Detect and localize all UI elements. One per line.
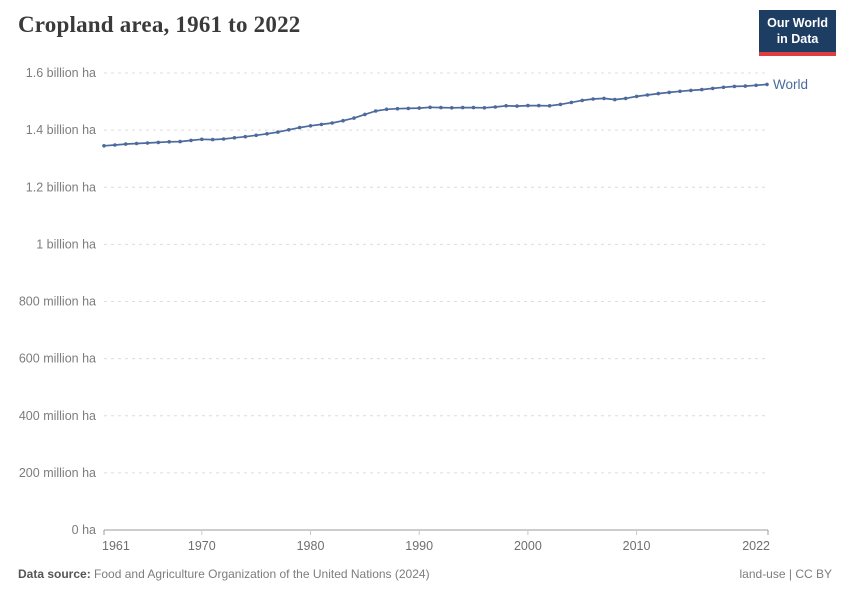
- series-line-world[interactable]: [103, 83, 768, 147]
- y-tick-label: 0 ha: [72, 523, 96, 537]
- data-point[interactable]: [710, 86, 715, 91]
- data-point[interactable]: [276, 130, 280, 134]
- data-point[interactable]: [406, 106, 411, 111]
- data-point[interactable]: [102, 144, 106, 148]
- data-point[interactable]: [297, 125, 302, 130]
- data-point[interactable]: [330, 121, 335, 125]
- data-source: Data source: Food and Agriculture Organi…: [18, 567, 430, 581]
- data-point[interactable]: [591, 97, 595, 101]
- data-point[interactable]: [363, 112, 367, 117]
- data-source-text: Food and Agriculture Organization of the…: [94, 567, 430, 581]
- x-tick-label: 1961: [102, 539, 130, 553]
- data-point[interactable]: [602, 96, 606, 101]
- data-point[interactable]: [678, 89, 682, 94]
- data-point[interactable]: [721, 85, 726, 90]
- y-tick-label: 600 million ha: [19, 352, 96, 366]
- data-point[interactable]: [645, 93, 650, 97]
- data-point[interactable]: [232, 136, 237, 140]
- data-point[interactable]: [287, 128, 291, 132]
- license-note-text[interactable]: land-use | CC BY: [739, 567, 833, 581]
- data-point[interactable]: [145, 141, 150, 145]
- data-point[interactable]: [167, 140, 171, 144]
- data-point[interactable]: [547, 104, 552, 108]
- data-point[interactable]: [700, 87, 704, 92]
- license-note: land-use | CC BY: [740, 567, 833, 581]
- y-tick-label: 400 million ha: [19, 409, 96, 423]
- y-tick-label: 200 million ha: [19, 466, 96, 480]
- data-point[interactable]: [493, 105, 498, 109]
- data-point[interactable]: [178, 139, 182, 144]
- chart-title: Cropland area, 1961 to 2022: [18, 12, 301, 37]
- data-point[interactable]: [689, 88, 693, 93]
- data-point[interactable]: [341, 118, 345, 123]
- y-tick-label: 1.2 billion ha: [26, 180, 96, 194]
- data-point[interactable]: [395, 106, 400, 111]
- data-point[interactable]: [417, 106, 422, 110]
- data-point[interactable]: [254, 133, 258, 138]
- data-point[interactable]: [471, 105, 476, 110]
- data-point[interactable]: [156, 140, 161, 145]
- data-point[interactable]: [308, 124, 313, 128]
- x-tick-label: 2000: [514, 539, 542, 553]
- data-point[interactable]: [243, 134, 248, 139]
- data-point[interactable]: [634, 94, 639, 99]
- data-point[interactable]: [265, 132, 269, 136]
- data-point[interactable]: [667, 90, 671, 95]
- data-point[interactable]: [428, 105, 432, 110]
- data-point[interactable]: [537, 103, 541, 108]
- y-tick-label: 1.4 billion ha: [26, 123, 96, 137]
- data-point[interactable]: [482, 106, 487, 110]
- x-tick-label: 1980: [297, 539, 325, 553]
- x-tick-label: 2022: [742, 539, 770, 553]
- x-tick-label: 2010: [623, 539, 651, 553]
- data-point[interactable]: [580, 98, 584, 103]
- data-point[interactable]: [373, 109, 378, 113]
- line-chart[interactable]: 0 ha 200 million ha 400 million ha 600 mill…: [0, 60, 850, 560]
- data-point[interactable]: [450, 106, 454, 110]
- y-tick-label: 1 billion ha: [36, 237, 96, 251]
- owid-logo-line1: Our World: [767, 16, 828, 30]
- data-point[interactable]: [200, 137, 204, 142]
- data-point[interactable]: [319, 122, 324, 127]
- data-point[interactable]: [460, 105, 465, 110]
- data-point[interactable]: [623, 96, 628, 101]
- data-point[interactable]: [134, 141, 139, 146]
- data-point[interactable]: [210, 137, 215, 142]
- data-point[interactable]: [526, 103, 530, 108]
- data-point[interactable]: [765, 82, 769, 87]
- data-point[interactable]: [504, 104, 508, 108]
- data-point[interactable]: [515, 104, 519, 108]
- data-point[interactable]: [732, 84, 737, 89]
- y-tick-label: 800 million ha: [19, 295, 96, 309]
- data-point[interactable]: [221, 137, 226, 141]
- data-point[interactable]: [656, 91, 661, 96]
- data-point[interactable]: [613, 97, 617, 102]
- data-point[interactable]: [439, 105, 443, 110]
- data-point[interactable]: [113, 143, 117, 147]
- data-point[interactable]: [352, 116, 356, 120]
- data-source-label: Data source:: [18, 567, 91, 581]
- data-point[interactable]: [384, 107, 389, 112]
- data-point[interactable]: [123, 142, 128, 146]
- data-point[interactable]: [558, 102, 563, 107]
- owid-logo-line2: in Data: [776, 31, 819, 46]
- owid-logo[interactable]: Our World in Data: [759, 10, 836, 57]
- data-point[interactable]: [189, 138, 193, 143]
- y-tick-label: 1.6 billion ha: [26, 66, 96, 80]
- data-point[interactable]: [743, 84, 748, 88]
- chart-footer: Data source: Food and Agriculture Organi…: [18, 567, 832, 581]
- x-tick-label: 1990: [405, 539, 433, 553]
- x-tick-label: 1970: [188, 539, 216, 553]
- data-point[interactable]: [754, 83, 758, 88]
- series-end-label: World: [773, 77, 808, 92]
- data-point[interactable]: [569, 100, 574, 105]
